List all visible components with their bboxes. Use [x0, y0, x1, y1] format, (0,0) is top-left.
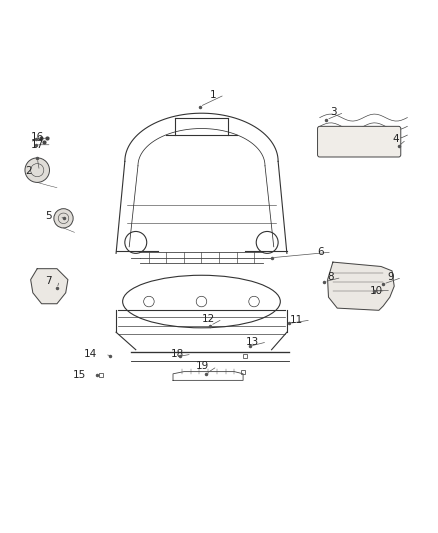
- Text: 16: 16: [31, 132, 44, 142]
- Polygon shape: [328, 262, 394, 310]
- Text: 4: 4: [392, 134, 399, 144]
- Text: 3: 3: [330, 107, 336, 117]
- Text: 14: 14: [84, 349, 97, 359]
- Text: 13: 13: [246, 337, 259, 347]
- Text: 2: 2: [25, 166, 32, 176]
- Text: 12: 12: [201, 314, 215, 324]
- Circle shape: [25, 158, 49, 182]
- Text: 11: 11: [290, 315, 303, 325]
- FancyBboxPatch shape: [318, 126, 401, 157]
- Polygon shape: [31, 269, 68, 304]
- Text: 8: 8: [327, 272, 334, 282]
- Text: 10: 10: [370, 286, 383, 296]
- Text: 6: 6: [318, 247, 324, 257]
- Text: 19: 19: [196, 361, 209, 372]
- Text: 7: 7: [45, 276, 52, 286]
- Text: 5: 5: [45, 211, 52, 221]
- Circle shape: [54, 209, 73, 228]
- Text: 9: 9: [388, 272, 394, 282]
- Text: 1: 1: [210, 90, 217, 100]
- Text: 15: 15: [73, 370, 86, 380]
- Text: 17: 17: [31, 140, 44, 150]
- Text: 18: 18: [171, 349, 184, 359]
